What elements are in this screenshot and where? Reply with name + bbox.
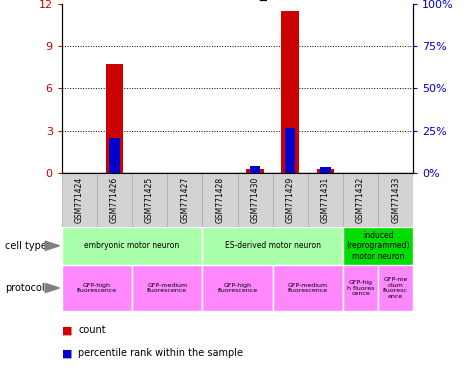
Text: GSM771430: GSM771430 [251,177,259,223]
Bar [109,137,120,173]
Bar [343,173,378,227]
Text: GSM771432: GSM771432 [356,177,365,223]
Bar [202,265,273,311]
Bar [320,167,331,173]
Bar [202,173,238,227]
Text: GSM771428: GSM771428 [216,177,224,223]
Text: GFP-me
dium
fluoresc
ence: GFP-me dium fluoresc ence [383,277,408,299]
Bar [343,265,378,311]
Text: GSM771426: GSM771426 [110,177,119,223]
Bar [62,173,97,227]
Text: induced
(reprogrammed)
motor neuron: induced (reprogrammed) motor neuron [346,231,410,261]
Text: GFP-medium
fluorescence: GFP-medium fluorescence [147,283,187,293]
Bar [97,173,132,227]
Bar [273,265,343,311]
Text: cell type: cell type [5,241,47,251]
Text: protocol: protocol [5,283,44,293]
Text: GSM771424: GSM771424 [75,177,84,223]
Bar [316,169,334,173]
Bar [62,265,132,311]
Bar [202,227,343,265]
Text: count: count [78,325,106,335]
Text: GSM771425: GSM771425 [145,177,154,223]
Title: GDS3932 / ILMN_2749317: GDS3932 / ILMN_2749317 [147,0,328,2]
Bar [247,169,264,173]
Bar [378,173,413,227]
Bar [62,227,202,265]
Bar [273,173,308,227]
Bar [132,173,167,227]
Text: percentile rank within the sample: percentile rank within the sample [78,348,243,358]
Text: ■: ■ [62,348,72,358]
Bar [105,65,124,173]
Bar [281,11,299,173]
Bar [132,265,202,311]
Text: GSM771433: GSM771433 [391,177,400,223]
Text: GFP-high
fluorescence: GFP-high fluorescence [77,283,117,293]
Text: GFP-hig
h fluores
cence: GFP-hig h fluores cence [347,280,374,296]
Bar [167,173,202,227]
Text: embryonic motor neuron: embryonic motor neuron [85,241,180,250]
Text: ES-derived motor neuron: ES-derived motor neuron [225,241,321,250]
Bar [343,227,413,265]
Text: GSM771429: GSM771429 [286,177,294,223]
Bar [250,166,260,173]
Text: ■: ■ [62,325,72,335]
Text: GSM771431: GSM771431 [321,177,330,223]
Text: GSM771427: GSM771427 [180,177,189,223]
Bar [238,173,273,227]
Bar [378,265,413,311]
Bar [308,173,343,227]
Text: GFP-medium
fluorescence: GFP-medium fluorescence [288,283,328,293]
Bar [285,128,295,173]
Text: GFP-high
fluorescence: GFP-high fluorescence [218,283,257,293]
